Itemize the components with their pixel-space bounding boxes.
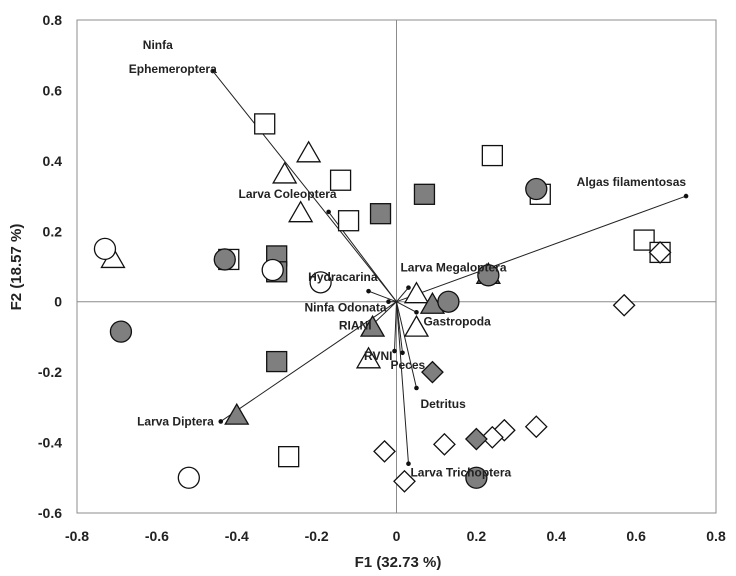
open-circle-point	[261, 258, 284, 282]
open-diamond-point	[648, 240, 672, 264]
vector-line	[220, 301, 397, 422]
vector-label: Gastropoda	[423, 314, 491, 328]
vector-label: RIANI	[339, 319, 372, 333]
vector-line	[212, 70, 397, 303]
open-diamond-point	[480, 425, 504, 449]
filled-square-point	[266, 350, 288, 373]
vector-label: Hydracarina	[308, 270, 378, 284]
filled-circle-point	[213, 248, 236, 271]
open-square-point	[337, 210, 360, 232]
open-triangle-point	[403, 314, 430, 337]
vector-label: Larva Trichoptera	[410, 466, 511, 480]
vector-endpoint	[414, 309, 419, 315]
vector-endpoint	[392, 348, 397, 354]
open-circle-point	[177, 466, 200, 489]
y-tick-label: 0.4	[43, 153, 63, 169]
x-tick-label: 0.6	[626, 528, 646, 544]
open-triangle-point	[288, 200, 314, 223]
vector-label: Ninfa	[143, 38, 173, 52]
score-points	[93, 113, 672, 493]
open-diamond-point	[393, 469, 416, 493]
vector-line	[396, 301, 417, 313]
filled-diamond-point	[464, 427, 488, 451]
vector-label: RVNI	[364, 349, 392, 363]
open-triangle-point	[355, 346, 382, 369]
tick-labels: -0.8 -0.6 -0.4 -0.2 0 0.2 0.4 0.6 0.8-0.6-0.4-0.…	[38, 12, 726, 544]
x-tick-label: -0.6	[145, 528, 169, 544]
vector-line	[396, 301, 409, 464]
filled-diamond-point	[421, 360, 444, 384]
vector-endpoint	[326, 209, 331, 215]
open-circle-point	[93, 237, 117, 261]
y-tick-label: 0.2	[43, 223, 63, 239]
x-tick-label: 0.8	[706, 528, 726, 544]
vector-label: Ephemeroptera	[129, 62, 217, 76]
filled-square-point	[369, 203, 392, 225]
open-square-point	[254, 113, 276, 135]
filled-circle-point	[525, 177, 548, 201]
vector-label: Larva Megaloptera	[400, 261, 506, 275]
loading-vectors	[210, 68, 689, 467]
vector-label: Ninfa Odonata	[304, 301, 386, 315]
open-triangle-point	[403, 281, 430, 304]
vector-endpoint	[683, 193, 689, 199]
y-axis-title: F2 (18.57 %)	[8, 224, 25, 311]
open-diamond-point	[524, 415, 548, 439]
vector-line	[396, 195, 687, 303]
open-circle-point	[309, 271, 332, 294]
filled-circle-point	[109, 320, 133, 343]
open-triangle-point	[272, 161, 298, 184]
filled-triangle-point	[224, 402, 250, 425]
vector-label: Larva Coleoptera	[239, 187, 337, 201]
x-tick-label: 0.4	[547, 528, 567, 544]
vector-endpoint	[218, 419, 224, 424]
filled-triangle-point	[359, 314, 386, 337]
open-square-point	[278, 446, 300, 468]
vector-line	[396, 301, 417, 389]
vector-endpoint	[366, 288, 371, 294]
vector-line	[372, 301, 397, 325]
y-tick-label: -0.6	[38, 505, 62, 521]
open-square-point	[481, 144, 504, 167]
y-tick-label: 0	[54, 294, 62, 310]
vector-endpoint	[210, 68, 216, 74]
open-diamond-point	[433, 432, 456, 456]
vector-endpoint	[414, 385, 419, 391]
vector-endpoint	[400, 350, 405, 356]
vector-endpoint	[386, 299, 391, 305]
vector-line	[368, 290, 397, 303]
open-triangle-point	[296, 140, 322, 163]
y-tick-label: -0.4	[38, 435, 62, 451]
filled-square-point	[413, 183, 436, 205]
vector-endpoint	[406, 461, 411, 467]
vector-endpoint	[406, 285, 411, 290]
vector-labels: Ninfa Ephemeroptera Algas filamentosas Larv…	[129, 38, 687, 480]
x-tick-label: -0.8	[65, 528, 89, 544]
y-tick-label: -0.2	[38, 364, 62, 380]
open-square-point	[633, 229, 655, 251]
x-tick-label: -0.2	[305, 528, 329, 544]
x-tick-label: 0	[393, 528, 401, 544]
filled-circle-point	[465, 466, 488, 489]
filled-circle-point	[477, 264, 500, 287]
y-tick-label: 0.6	[43, 82, 63, 98]
vector-label: Algas filamentosas	[577, 175, 687, 189]
vector-label: Larva Diptera	[137, 414, 214, 428]
open-diamond-point	[612, 293, 636, 317]
open-square-point	[329, 169, 352, 191]
vector-label: Detritus	[420, 397, 466, 411]
y-tick-label: 0.8	[43, 12, 63, 28]
vector-line	[394, 301, 397, 352]
open-diamond-point	[373, 439, 396, 463]
x-axis-title: F1 (32.73 %)	[355, 554, 442, 571]
x-tick-label: 0.2	[467, 528, 487, 544]
vector-label: Peces	[390, 358, 425, 372]
x-tick-label: -0.4	[225, 528, 249, 544]
zero-axes	[77, 20, 716, 513]
vector-line	[396, 287, 409, 303]
filled-circle-point	[437, 290, 460, 313]
